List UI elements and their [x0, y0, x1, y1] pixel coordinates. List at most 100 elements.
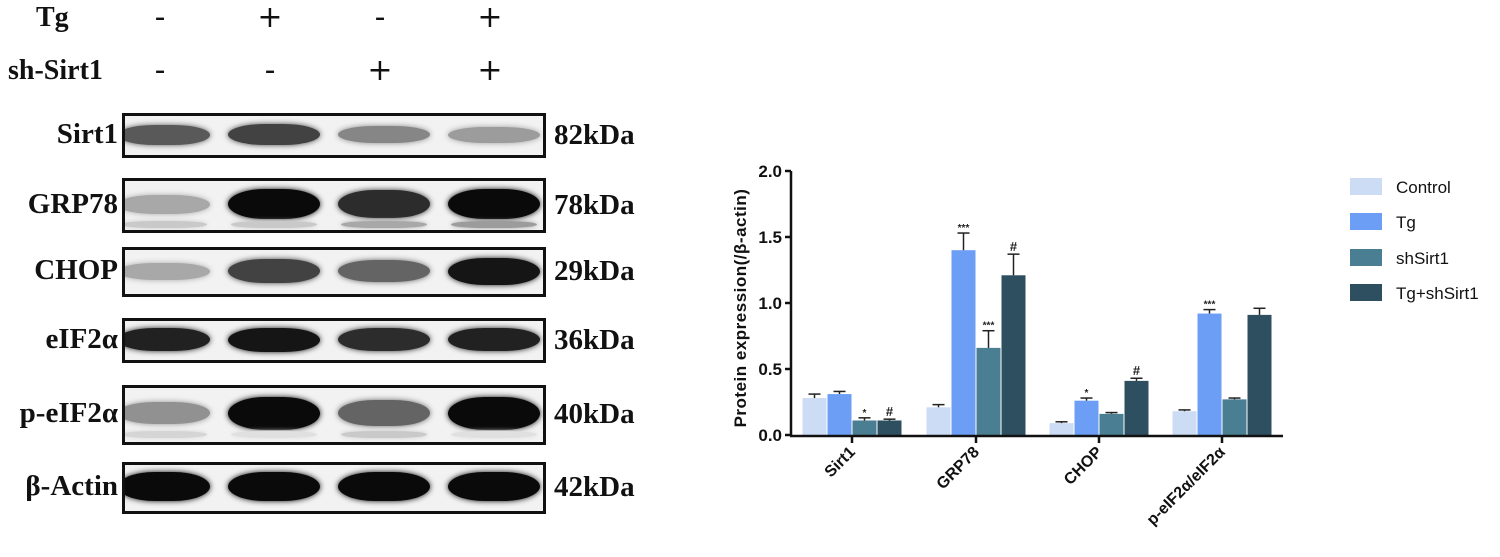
bar: [1049, 423, 1074, 435]
significance-marker: ***: [983, 321, 995, 332]
condition-label: sh-Sirt1: [8, 55, 103, 86]
bar: [976, 347, 1001, 435]
molecular-weight-label: 29kDa: [554, 255, 635, 287]
minus-sign: -: [154, 0, 166, 35]
legend-label: Control: [1396, 178, 1451, 197]
plus-sign: +: [257, 0, 283, 35]
bar: [1074, 400, 1099, 435]
x-tick-label: GRP78: [934, 444, 983, 493]
bar: [802, 398, 827, 435]
blot-label: p-eIF2α: [19, 397, 118, 429]
significance-marker: *: [863, 408, 867, 419]
protein-band: [125, 124, 210, 145]
bar: [1001, 275, 1026, 435]
significance-marker: #: [1133, 363, 1141, 378]
legend-swatch: [1350, 249, 1382, 266]
blot-strip: [122, 178, 546, 233]
protein-band: [228, 189, 320, 220]
blot-strip: [122, 247, 546, 297]
legend-label: shSirt1: [1396, 249, 1449, 268]
bar: [1172, 411, 1197, 435]
protein-band: [448, 126, 540, 143]
protein-band: [338, 400, 430, 427]
bar: [827, 394, 852, 435]
protein-band-lower: [231, 220, 317, 228]
minus-sign: -: [154, 53, 166, 88]
y-tick-label: 0.5: [758, 360, 782, 379]
y-tick-label: 2.0: [758, 162, 782, 181]
protein-band: [338, 260, 430, 282]
protein-band-lower: [341, 431, 427, 439]
protein-band: [338, 472, 430, 502]
protein-band: [228, 472, 320, 502]
significance-marker: ***: [958, 223, 970, 234]
x-tick-label: CHOP: [1061, 444, 1106, 489]
protein-band: [228, 124, 320, 146]
protein-band: [125, 328, 210, 352]
blot-strip: [122, 113, 546, 158]
molecular-weight-label: 36kDa: [554, 323, 635, 356]
plus-sign: +: [477, 0, 503, 35]
molecular-weight-label: 40kDa: [554, 398, 635, 430]
protein-band-lower: [341, 220, 427, 228]
significance-marker: #: [886, 404, 894, 419]
plus-sign: +: [477, 53, 503, 88]
protein-band: [338, 126, 430, 144]
y-axis-label: Protein expression(/β-actin): [731, 189, 750, 428]
protein-band: [125, 194, 210, 214]
protein-band: [125, 402, 210, 425]
protein-band-lower: [451, 431, 537, 439]
significance-marker: *: [1085, 388, 1089, 399]
minus-sign: -: [264, 53, 276, 88]
minus-sign: -: [374, 0, 386, 35]
bar: [1124, 380, 1149, 435]
blot-label: GRP78: [27, 187, 118, 220]
bar: [852, 420, 877, 435]
protein-band-lower: [125, 431, 207, 439]
blot-label: eIF2α: [45, 322, 118, 355]
blot-label: β-Actin: [25, 470, 118, 502]
molecular-weight-label: 82kDa: [554, 118, 635, 151]
protein-band: [448, 257, 540, 285]
legend-swatch: [1350, 178, 1382, 195]
protein-band: [448, 189, 540, 220]
legend-swatch: [1350, 284, 1382, 301]
protein-band: [125, 262, 210, 280]
bar: [1099, 413, 1124, 435]
legend-label: Tg: [1396, 213, 1416, 232]
x-tick-label: Sirt1: [822, 444, 859, 481]
plus-sign: +: [367, 53, 393, 88]
y-tick-label: 0.0: [758, 426, 782, 445]
bar: [951, 250, 976, 435]
blot-strip: [122, 385, 546, 445]
protein-band: [448, 396, 540, 430]
blot-strip: [122, 462, 546, 514]
protein-band-lower: [451, 220, 537, 228]
protein-band: [338, 328, 430, 352]
protein-band: [228, 396, 320, 430]
protein-band: [338, 190, 430, 219]
protein-band: [228, 327, 320, 352]
legend-label: Tg+shSirt1: [1396, 284, 1479, 303]
bar: [1247, 314, 1272, 435]
x-tick-label: p-eIF2α/eIF2α: [1144, 444, 1229, 529]
blot-label: CHOP: [34, 254, 118, 286]
condition-label: Tg: [36, 2, 69, 33]
protein-band: [125, 472, 210, 502]
protein-band: [448, 328, 540, 352]
significance-marker: #: [1010, 239, 1018, 254]
bar: [926, 407, 951, 435]
molecular-weight-label: 78kDa: [554, 188, 635, 221]
protein-band: [448, 472, 540, 502]
protein-band-lower: [125, 220, 207, 228]
protein-band: [228, 259, 320, 283]
protein-band-lower: [231, 431, 317, 439]
y-tick-label: 1.0: [758, 294, 782, 313]
legend-swatch: [1350, 213, 1382, 230]
y-tick-label: 1.5: [758, 228, 782, 247]
bar: [1197, 313, 1222, 435]
molecular-weight-label: 42kDa: [554, 471, 635, 503]
blot-strip: [122, 318, 546, 363]
bar: [877, 420, 902, 435]
